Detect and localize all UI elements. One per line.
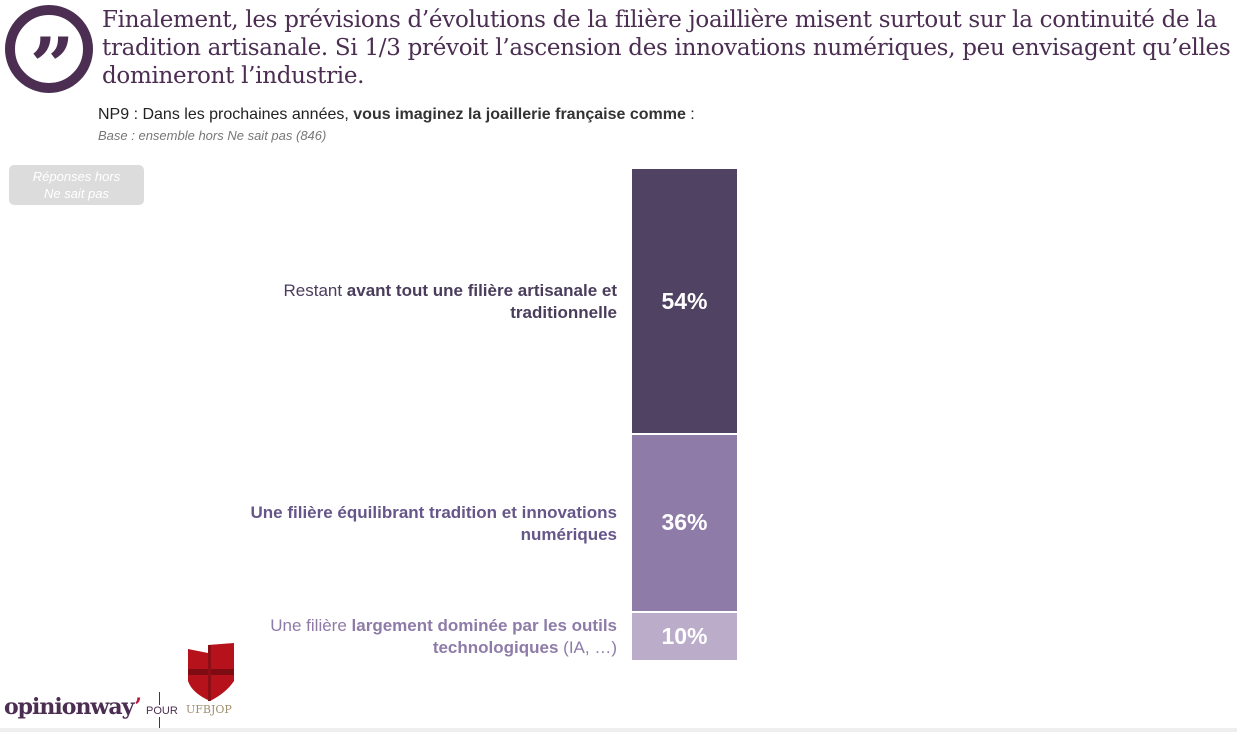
headline: Finalement, les prévisions d’évolutions …	[102, 7, 1231, 89]
data-label: 36%	[661, 509, 708, 536]
quote-icon: ”	[5, 5, 93, 106]
data-label: 54%	[661, 287, 708, 314]
ufbjop-shield-icon	[188, 643, 234, 701]
bar-segment-3: 10%	[632, 612, 737, 662]
category-label: Restant avant tout une filière artisanal…	[283, 281, 617, 323]
base-note: Base : ensemble hors Ne sait pas (846)	[98, 128, 327, 143]
footer-divider	[0, 728, 1237, 732]
responses-badge: Réponses hors Ne sait pas	[9, 165, 144, 205]
category-label: Une filière équilibrant tradition et inn…	[250, 502, 617, 544]
pour-label: POUR	[145, 705, 179, 717]
bar-segment-2: 36%	[632, 435, 737, 613]
category-label: Une filière largement dominée par les ou…	[270, 616, 617, 658]
data-label: 10%	[661, 622, 708, 649]
opinionway-logo: opinionway’	[4, 694, 142, 720]
question-text: NP9 : Dans les prochaines années, vous i…	[98, 106, 695, 123]
ufbjop-logo: UFBJOP	[186, 703, 232, 716]
bar-segment-1: 54%	[632, 169, 737, 436]
